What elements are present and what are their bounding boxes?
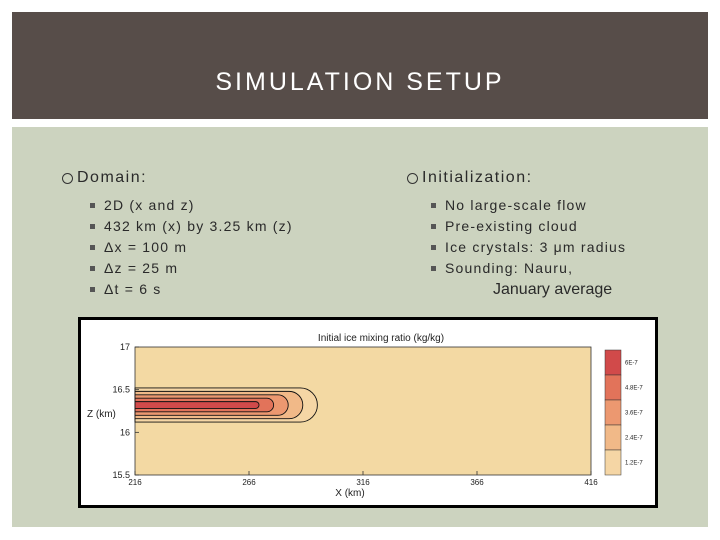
domain-column: Domain: 2D (x and z) 432 km (x) by 3.25 … (62, 167, 362, 300)
y-tick-label: 15.5 (112, 470, 130, 480)
square-bullet-icon (90, 287, 95, 292)
square-bullet-icon (431, 203, 436, 208)
colorbar-label: 6E-7 (625, 361, 638, 367)
y-tick-label: 17 (120, 342, 130, 352)
colorbar-label: 1.2E-7 (625, 461, 643, 467)
colorbar-swatch (604, 349, 622, 376)
list-item: No large-scale flow (431, 195, 707, 216)
list-item-continuation: January average (493, 281, 613, 298)
x-tick-label: 316 (356, 478, 370, 487)
y-tick-label: 16 (120, 427, 130, 437)
y-axis-label: Z (km) (87, 409, 116, 420)
square-bullet-icon (90, 224, 95, 229)
square-bullet-icon (431, 224, 436, 229)
circle-bullet-icon (407, 172, 418, 184)
list-item: Pre-existing cloud (431, 216, 707, 237)
colorbar-swatch (604, 449, 622, 476)
contour-band (134, 401, 260, 409)
list-item: Δt = 6 s (90, 279, 362, 300)
square-bullet-icon (431, 245, 436, 250)
list-item: Δx = 100 m (90, 237, 362, 258)
list-item: Sounding: Nauru, (431, 258, 707, 279)
title-bar: SIMULATION SETUP (12, 12, 708, 119)
colorbar-label: 2.4E-7 (625, 436, 643, 442)
list-item: 432 km (x) by 3.25 km (z) (90, 216, 362, 237)
colorbar-swatch (604, 399, 622, 426)
square-bullet-icon (90, 266, 95, 271)
list-item: Ice crystals: 3 μm radius (431, 237, 707, 258)
square-bullet-icon (90, 245, 95, 250)
ice-mixing-ratio-chart: Initial ice mixing ratio (kg/kg) X (km) … (81, 320, 655, 505)
list-item: Δz = 25 m (90, 258, 362, 279)
x-tick-label: 266 (242, 478, 256, 487)
colorbar-label: 4.8E-7 (625, 386, 643, 392)
colorbar-swatch (604, 424, 622, 451)
x-tick-label: 366 (470, 478, 484, 487)
colorbar-label: 3.6E-7 (625, 411, 643, 417)
initialization-heading-text: Initialization: (422, 169, 533, 186)
x-tick-label: 416 (584, 478, 598, 487)
domain-heading: Domain: (62, 167, 362, 189)
slide-title: SIMULATION SETUP (215, 68, 505, 96)
domain-list: 2D (x and z) 432 km (x) by 3.25 km (z) Δ… (90, 195, 362, 300)
circle-bullet-icon (62, 172, 73, 184)
initialization-heading: Initialization: (407, 167, 707, 189)
chart-frame: Initial ice mixing ratio (kg/kg) X (km) … (78, 317, 658, 508)
chart-title: Initial ice mixing ratio (kg/kg) (318, 333, 444, 344)
y-tick-label: 16.5 (112, 385, 130, 395)
domain-heading-text: Domain: (77, 169, 148, 186)
x-axis-label: X (km) (335, 488, 364, 499)
colorbar-swatch (604, 374, 622, 401)
initialization-column: Initialization: No large-scale flow Pre-… (407, 167, 707, 300)
list-item: 2D (x and z) (90, 195, 362, 216)
square-bullet-icon (90, 203, 95, 208)
square-bullet-icon (431, 266, 436, 271)
initialization-list: No large-scale flow Pre-existing cloud I… (431, 195, 707, 279)
x-tick-label: 216 (128, 478, 142, 487)
